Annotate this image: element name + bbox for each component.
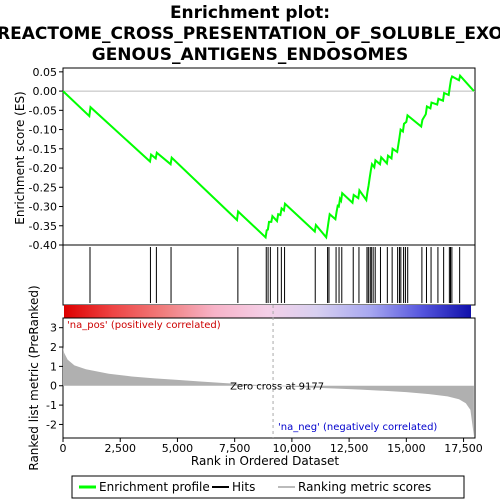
enrichment-profile-line	[62, 73, 475, 240]
x-axis-ticks: 0 2,500 5,000 7,500 10,000 12,500 15,000 17,500	[60, 438, 483, 455]
neg-correlated-label: 'na_neg' (negatively correlated)	[278, 422, 437, 433]
chart-title-line1: Enrichment plot:	[170, 3, 330, 23]
x-tick-label: 2,500	[104, 442, 136, 455]
rank-y-tick-label: 1	[50, 360, 57, 373]
rank-y-tick-label: 0	[50, 380, 57, 393]
x-tick-label: 0	[60, 442, 67, 455]
zero-cross-label: Zero cross at 9177	[230, 382, 324, 393]
legend-enrichment-label: Enrichment profile	[99, 480, 210, 494]
es-y-tick-label: -0.05	[29, 104, 57, 117]
chart-title-line2: REACTOME_CROSS_PRESENTATION_OF_SOLUBLE_E…	[0, 24, 500, 44]
chart-title-line3: GENOUS_ANTIGENS_ENDOSOMES	[92, 45, 409, 65]
rank-y-tick-label: -1	[46, 399, 57, 412]
es-y-axis-label: Enrichment score (ES)	[13, 91, 27, 224]
es-panel-frame	[62, 67, 476, 246]
es-y-tick-label: 0.00	[33, 85, 58, 98]
rank-y-tick-label: -2	[46, 418, 57, 431]
hits-group	[89, 247, 461, 303]
rank-y-tick-label: 3	[50, 322, 57, 335]
legend-hits-label: Hits	[232, 480, 255, 494]
es-y-tick-label: -0.20	[29, 162, 57, 175]
es-y-tick-label: -0.10	[29, 124, 57, 137]
es-y-tick-label: -0.40	[29, 239, 57, 252]
legend-ranking-label: Ranking metric scores	[298, 480, 431, 494]
rank-y-ticks: 3 2 1 0 -1 -2	[46, 322, 63, 431]
x-tick-label: 15,000	[387, 442, 426, 455]
legend-box	[71, 475, 465, 499]
x-axis-label: Rank in Ordered Dataset	[191, 454, 339, 468]
es-y-tick-label: 0.05	[33, 66, 58, 79]
x-tick-label: 7,500	[219, 442, 251, 455]
es-y-ticks: 0.05 0.00 -0.05 -0.10 -0.15 -0.20 -0.25 -0.30 -0…	[29, 66, 63, 252]
rank-color-bar	[64, 305, 471, 318]
x-tick-label: 17,500	[444, 442, 483, 455]
es-y-tick-label: -0.15	[29, 143, 57, 156]
es-y-tick-label: -0.25	[29, 181, 57, 194]
es-y-tick-label: -0.30	[29, 201, 57, 214]
rank-y-tick-label: 2	[50, 341, 57, 354]
pos-correlated-label: 'na_pos' (positively correlated)	[67, 320, 221, 331]
x-tick-label: 5,000	[162, 442, 194, 455]
rank-y-axis-label: Ranked list metric (PreRanked)	[27, 285, 41, 470]
x-tick-label: 10,000	[273, 442, 312, 455]
es-y-tick-label: -0.35	[29, 220, 57, 233]
hits-panel-frame	[62, 244, 476, 306]
x-tick-label: 12,500	[330, 442, 369, 455]
